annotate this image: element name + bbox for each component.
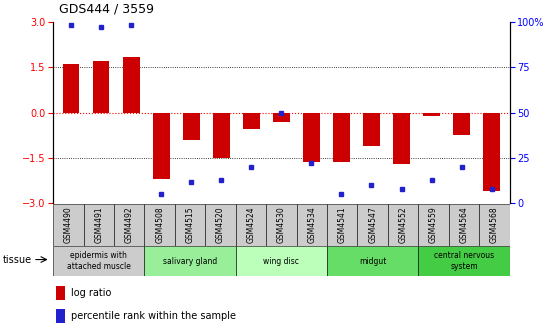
- Bar: [123, 56, 139, 113]
- Text: central nervous
system: central nervous system: [434, 251, 494, 271]
- Bar: [453, 113, 470, 135]
- Bar: [357, 204, 388, 246]
- Text: GSM4559: GSM4559: [429, 206, 438, 243]
- Bar: [297, 204, 327, 246]
- Text: GSM4568: GSM4568: [490, 206, 499, 243]
- Text: log ratio: log ratio: [71, 288, 111, 298]
- Bar: [153, 113, 170, 179]
- Text: GSM4564: GSM4564: [459, 206, 469, 243]
- Bar: [303, 113, 320, 163]
- Bar: [327, 204, 357, 246]
- Bar: [57, 286, 66, 300]
- Text: GSM4490: GSM4490: [64, 206, 73, 243]
- Bar: [183, 113, 199, 140]
- Text: GSM4534: GSM4534: [307, 206, 316, 243]
- Text: percentile rank within the sample: percentile rank within the sample: [71, 311, 236, 321]
- Bar: [243, 113, 260, 129]
- Bar: [393, 113, 410, 164]
- Text: GSM4508: GSM4508: [155, 206, 164, 243]
- Text: GSM4492: GSM4492: [125, 206, 134, 243]
- Bar: [418, 204, 449, 246]
- Bar: [483, 113, 500, 191]
- Bar: [327, 246, 418, 276]
- Bar: [93, 61, 110, 113]
- Bar: [144, 246, 236, 276]
- Text: GSM4547: GSM4547: [368, 206, 377, 243]
- Text: GSM4515: GSM4515: [185, 206, 195, 243]
- Bar: [83, 204, 114, 246]
- Bar: [206, 204, 236, 246]
- Bar: [479, 204, 510, 246]
- Text: midgut: midgut: [359, 257, 386, 265]
- Bar: [236, 246, 327, 276]
- Bar: [418, 246, 510, 276]
- Text: GSM4552: GSM4552: [399, 206, 408, 243]
- Bar: [449, 204, 479, 246]
- Bar: [363, 113, 380, 146]
- Bar: [53, 204, 83, 246]
- Bar: [114, 204, 144, 246]
- Bar: [333, 113, 349, 163]
- Bar: [144, 204, 175, 246]
- Text: epidermis with
attached muscle: epidermis with attached muscle: [67, 251, 131, 271]
- Text: GSM4530: GSM4530: [277, 206, 286, 243]
- Text: GSM4491: GSM4491: [94, 206, 104, 243]
- Text: tissue: tissue: [3, 255, 32, 264]
- Bar: [266, 204, 297, 246]
- Bar: [213, 113, 230, 158]
- Text: salivary gland: salivary gland: [163, 257, 217, 265]
- Bar: [57, 309, 66, 323]
- Bar: [236, 204, 266, 246]
- Bar: [53, 246, 144, 276]
- Bar: [423, 113, 440, 116]
- Bar: [63, 64, 80, 113]
- Text: GSM4541: GSM4541: [338, 206, 347, 243]
- Text: wing disc: wing disc: [263, 257, 300, 265]
- Bar: [175, 204, 206, 246]
- Bar: [388, 204, 418, 246]
- Text: GDS444 / 3559: GDS444 / 3559: [59, 2, 154, 15]
- Text: GSM4524: GSM4524: [246, 206, 255, 243]
- Text: GSM4520: GSM4520: [216, 206, 225, 243]
- Bar: [273, 113, 290, 122]
